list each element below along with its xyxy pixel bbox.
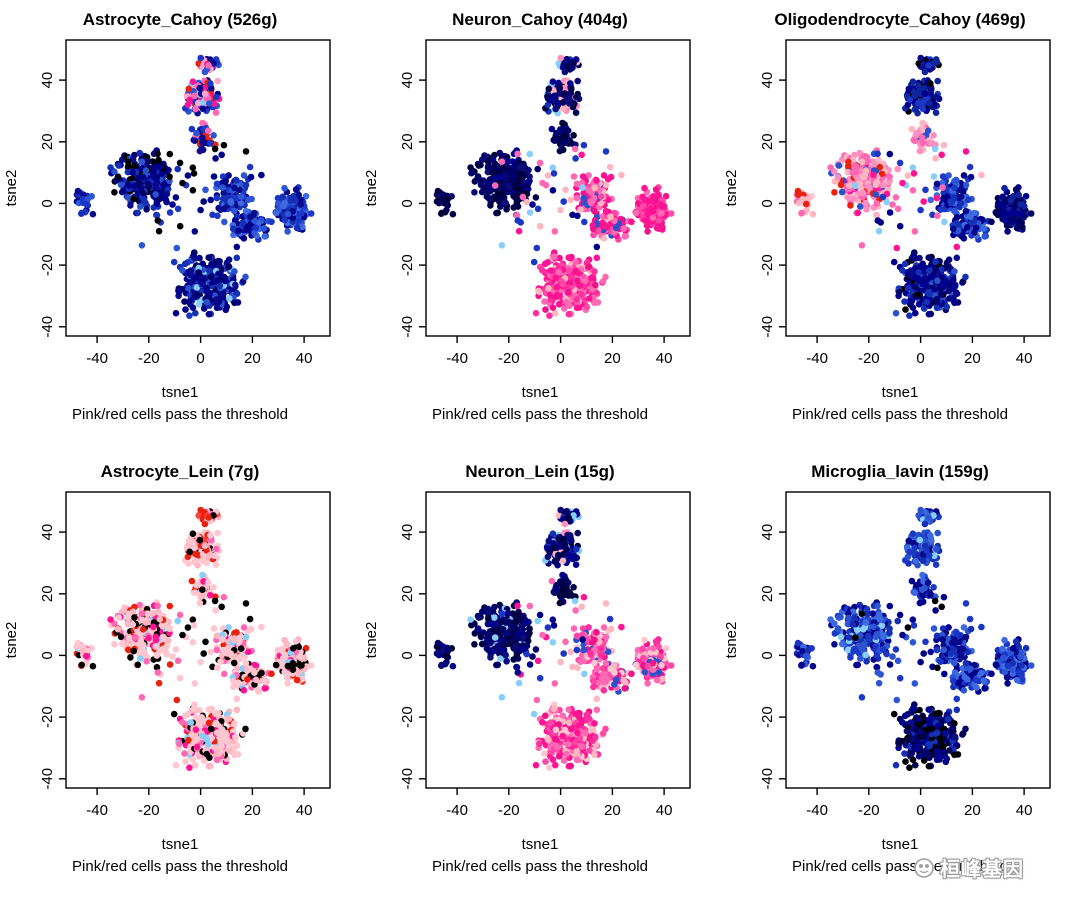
watermark: 桓峰基因 <box>912 853 1024 882</box>
svg-text:-40: -40 <box>86 350 108 367</box>
panel-neuron-lein: Neuron_Lein (15g) tsne2 -40 -20 0 20 40 -40 -2… <box>360 452 720 904</box>
x-axis-label: tsne1 <box>521 836 559 853</box>
svg-text:-20: -20 <box>498 350 520 367</box>
svg-text:20: 20 <box>399 133 416 150</box>
panel-title: Microglia_lavin (159g) <box>811 462 989 481</box>
y-axis-label: tsne2 <box>3 622 20 659</box>
svg-text:0: 0 <box>759 199 776 207</box>
panel-title: Neuron_Cahoy (404g) <box>452 10 628 29</box>
svg-text:-40: -40 <box>86 802 108 819</box>
svg-text:-40: -40 <box>806 350 828 367</box>
svg-text:0: 0 <box>39 199 56 207</box>
svg-text:-20: -20 <box>39 706 56 728</box>
svg-text:40: 40 <box>1016 350 1033 367</box>
svg-text:40: 40 <box>399 72 416 89</box>
svg-text:0: 0 <box>196 802 204 819</box>
tsne-scatter-plot: tsne2 -40 -20 0 20 40 -40 -20 0 20 40 <box>363 39 691 367</box>
svg-text:40: 40 <box>296 350 313 367</box>
tsne-scatter-plot: tsne2 -40 -20 0 20 40 -40 -20 0 20 40 <box>723 39 1051 367</box>
panel-oligodendrocyte-cahoy: Oligodendrocyte_Cahoy (469g) tsne2 -40 -2… <box>720 0 1080 452</box>
threshold-caption: Pink/red cells pass the threshold <box>432 858 648 875</box>
panel-title: Oligodendrocyte_Cahoy (469g) <box>774 10 1026 29</box>
svg-text:-40: -40 <box>446 350 468 367</box>
threshold-caption: Pink/red cells pass the threshold <box>432 406 648 423</box>
svg-text:20: 20 <box>759 133 776 150</box>
threshold-caption: Pink/red cells pass the threshold <box>72 858 288 875</box>
y-axis-label: tsne2 <box>723 622 740 659</box>
panel-title: Neuron_Lein (15g) <box>465 462 615 481</box>
tsne-scatter-plot: tsne2 -40 -20 0 20 40 -40 -20 0 20 40 <box>3 491 331 819</box>
svg-text:40: 40 <box>39 524 56 541</box>
x-axis-label: tsne1 <box>521 384 559 401</box>
svg-text:40: 40 <box>656 350 673 367</box>
threshold-caption: Pink/red cells pass the threshold <box>792 858 1008 875</box>
panel-astrocyte-lein: Astrocyte_Lein (7g) tsne2 -40 -20 0 20 40 -40… <box>0 452 360 904</box>
svg-text:-20: -20 <box>138 802 160 819</box>
svg-text:20: 20 <box>964 350 981 367</box>
panel-astrocyte-cahoy: Astrocyte_Cahoy (526g) tsne2 -40 -20 0 20 40… <box>0 0 360 452</box>
svg-text:20: 20 <box>39 585 56 602</box>
svg-text:40: 40 <box>296 802 313 819</box>
panel-title: Astrocyte_Lein (7g) <box>100 462 260 481</box>
svg-text:-20: -20 <box>39 254 56 276</box>
y-axis-label: tsne2 <box>363 622 380 659</box>
svg-text:0: 0 <box>916 350 924 367</box>
svg-text:-40: -40 <box>759 316 776 338</box>
threshold-caption: Pink/red cells pass the threshold <box>792 406 1008 423</box>
svg-text:0: 0 <box>556 350 564 367</box>
x-axis-label: tsne1 <box>881 384 919 401</box>
svg-text:20: 20 <box>39 133 56 150</box>
y-axis-label: tsne2 <box>3 170 20 207</box>
svg-text:-40: -40 <box>39 768 56 790</box>
tsne-scatter-plot: tsne2 -40 -20 0 20 40 -40 -20 0 20 40 <box>3 39 331 367</box>
panel-title: Astrocyte_Cahoy (526g) <box>82 10 278 29</box>
y-axis-label: tsne2 <box>363 170 380 207</box>
svg-text:40: 40 <box>39 72 56 89</box>
svg-text:20: 20 <box>244 802 261 819</box>
svg-text:20: 20 <box>604 350 621 367</box>
threshold-caption: Pink/red cells pass the threshold <box>72 406 288 423</box>
svg-text:-40: -40 <box>399 316 416 338</box>
svg-text:0: 0 <box>39 651 56 659</box>
x-axis-label: tsne1 <box>161 384 199 401</box>
svg-text:-40: -40 <box>39 316 56 338</box>
watermark-logo-icon <box>914 857 934 878</box>
svg-text:-20: -20 <box>399 254 416 276</box>
svg-text:40: 40 <box>759 72 776 89</box>
svg-text:-20: -20 <box>138 350 160 367</box>
svg-text:-20: -20 <box>759 254 776 276</box>
svg-text:0: 0 <box>196 350 204 367</box>
svg-text:0: 0 <box>399 199 416 207</box>
x-axis-label: tsne1 <box>161 836 199 853</box>
panel-neuron-cahoy: Neuron_Cahoy (404g) tsne2 -40 -20 0 20 40 -40… <box>360 0 720 452</box>
y-axis-label: tsne2 <box>723 170 740 207</box>
svg-text:20: 20 <box>244 350 261 367</box>
panel-microglia-lavin: Microglia_lavin (159g) tsne2 -40 -20 0 20 40… <box>720 452 1080 904</box>
watermark-text: 桓峰基因 <box>940 859 1024 881</box>
x-axis-label: tsne1 <box>881 836 919 853</box>
svg-text:-20: -20 <box>858 350 880 367</box>
